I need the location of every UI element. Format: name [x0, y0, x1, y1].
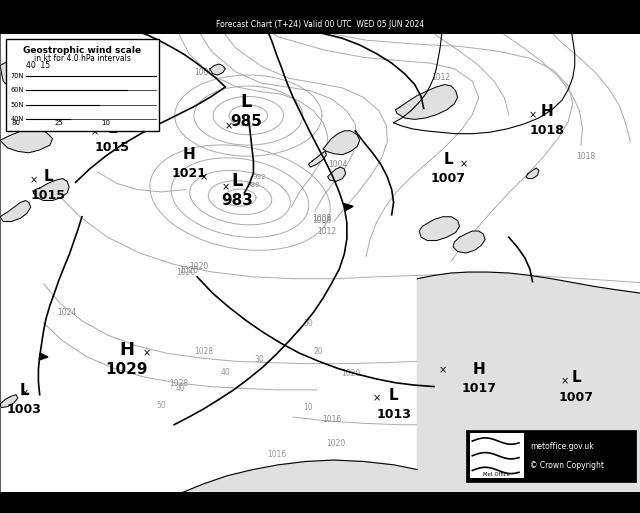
- Text: 983: 983: [221, 192, 253, 208]
- Text: metoffice.gov.uk: metoffice.gov.uk: [530, 442, 593, 451]
- Text: 1020: 1020: [326, 439, 346, 448]
- Bar: [0, 15, 640, 34]
- Text: 60N: 60N: [10, 87, 24, 93]
- Polygon shape: [453, 231, 485, 253]
- Text: 50: 50: [156, 401, 166, 410]
- Text: 40: 40: [175, 384, 186, 393]
- Bar: [466, 429, 636, 482]
- Text: 1013: 1013: [376, 408, 411, 421]
- Text: 80: 80: [12, 120, 20, 126]
- Polygon shape: [210, 64, 225, 75]
- Text: 1020: 1020: [341, 369, 360, 378]
- Text: 1003: 1003: [7, 403, 42, 417]
- Text: L: L: [443, 152, 453, 167]
- Text: 1012: 1012: [431, 73, 450, 82]
- Polygon shape: [0, 50, 76, 102]
- Text: 1018: 1018: [530, 124, 564, 137]
- Text: in kt for 4.0 hPa intervals: in kt for 4.0 hPa intervals: [34, 53, 131, 63]
- Text: H: H: [182, 147, 195, 162]
- Text: 40: 40: [220, 368, 230, 377]
- Polygon shape: [419, 216, 460, 241]
- Text: 1007: 1007: [431, 172, 465, 185]
- Text: Met Office: Met Office: [483, 471, 510, 477]
- Text: 1028: 1028: [194, 347, 213, 356]
- Polygon shape: [0, 201, 31, 222]
- Bar: [470, 433, 524, 478]
- Text: L: L: [107, 121, 117, 136]
- Text: ×: ×: [439, 366, 447, 376]
- Polygon shape: [417, 272, 640, 492]
- Text: 70N: 70N: [10, 73, 24, 79]
- Text: 1020: 1020: [189, 262, 208, 271]
- Text: 1028: 1028: [170, 379, 189, 388]
- Text: H: H: [541, 104, 554, 119]
- Text: ×: ×: [372, 393, 380, 403]
- Text: L: L: [43, 169, 53, 184]
- Text: ×: ×: [200, 172, 207, 183]
- Polygon shape: [323, 131, 360, 155]
- Text: 1008: 1008: [312, 216, 332, 225]
- Text: 20: 20: [314, 347, 324, 356]
- Text: 1012: 1012: [317, 227, 336, 236]
- Polygon shape: [344, 204, 353, 211]
- Text: ×: ×: [460, 159, 467, 169]
- Text: Geostrophic wind scale: Geostrophic wind scale: [24, 46, 141, 55]
- Text: 1018: 1018: [576, 151, 595, 161]
- Text: ×: ×: [91, 127, 99, 137]
- Text: 1021: 1021: [172, 167, 206, 180]
- Text: 1024: 1024: [58, 308, 77, 317]
- Text: ×: ×: [529, 111, 536, 121]
- Text: ×: ×: [20, 388, 28, 398]
- Text: Forecast Chart (T+24) Valid 00 UTC  WED 05 JUN 2024: Forecast Chart (T+24) Valid 00 UTC WED 0…: [216, 21, 424, 29]
- Polygon shape: [526, 168, 539, 179]
- Text: L: L: [231, 172, 243, 190]
- Text: 50N: 50N: [10, 102, 24, 108]
- Text: 1020: 1020: [176, 268, 195, 277]
- Text: H: H: [119, 341, 134, 359]
- Text: 988: 988: [246, 182, 260, 188]
- Text: L: L: [388, 388, 399, 403]
- Polygon shape: [182, 460, 417, 492]
- Text: 992: 992: [253, 173, 266, 180]
- Text: 1020: 1020: [179, 266, 198, 275]
- Text: 1016: 1016: [322, 415, 341, 424]
- Text: 1015: 1015: [31, 189, 65, 202]
- Text: 1015: 1015: [95, 141, 129, 154]
- Text: 25: 25: [54, 120, 63, 126]
- Text: 1007: 1007: [559, 390, 593, 404]
- Text: 1016: 1016: [267, 450, 286, 459]
- Polygon shape: [39, 353, 48, 360]
- Text: 50: 50: [303, 319, 314, 328]
- Text: 1016: 1016: [510, 284, 529, 293]
- Polygon shape: [308, 151, 326, 167]
- Polygon shape: [0, 129, 52, 153]
- Text: 1000: 1000: [194, 68, 213, 77]
- Text: H: H: [472, 362, 485, 377]
- Polygon shape: [328, 167, 346, 182]
- Text: ×: ×: [561, 377, 568, 387]
- Text: 1004: 1004: [328, 160, 348, 169]
- Bar: [6, 40, 159, 131]
- Text: 1017: 1017: [461, 382, 496, 395]
- Text: 30: 30: [254, 356, 264, 364]
- Text: L: L: [19, 383, 29, 399]
- Text: ×: ×: [29, 175, 37, 185]
- Text: ×: ×: [143, 348, 151, 358]
- Text: 40  15: 40 15: [26, 61, 51, 70]
- Polygon shape: [0, 394, 18, 407]
- Text: 10: 10: [101, 120, 110, 126]
- Text: L: L: [241, 93, 252, 111]
- Text: 40N: 40N: [10, 116, 24, 122]
- Text: © Crown Copyright: © Crown Copyright: [530, 461, 604, 470]
- Text: 10: 10: [303, 403, 314, 412]
- Text: ×: ×: [225, 121, 233, 131]
- Text: 1029: 1029: [106, 362, 148, 377]
- Text: 1016: 1016: [442, 297, 461, 306]
- Text: 1008: 1008: [312, 214, 332, 224]
- Polygon shape: [396, 85, 458, 120]
- Text: ×: ×: [221, 182, 229, 192]
- Polygon shape: [33, 179, 69, 201]
- Text: L: L: [571, 370, 581, 385]
- Text: 985: 985: [230, 114, 262, 129]
